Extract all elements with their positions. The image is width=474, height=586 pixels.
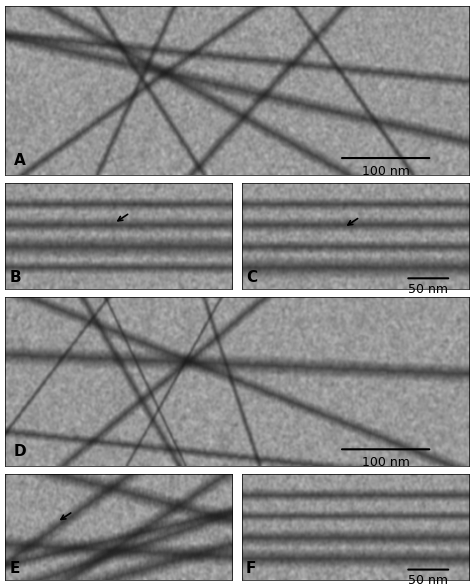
Text: D: D: [14, 444, 27, 459]
Text: A: A: [14, 153, 26, 168]
Text: E: E: [9, 561, 19, 576]
Text: F: F: [246, 561, 256, 576]
Text: 50 nm: 50 nm: [408, 282, 448, 295]
Text: 100 nm: 100 nm: [362, 165, 410, 178]
Text: C: C: [246, 270, 257, 285]
Text: 100 nm: 100 nm: [362, 456, 410, 469]
Text: 50 nm: 50 nm: [408, 574, 448, 586]
Text: B: B: [9, 270, 21, 285]
